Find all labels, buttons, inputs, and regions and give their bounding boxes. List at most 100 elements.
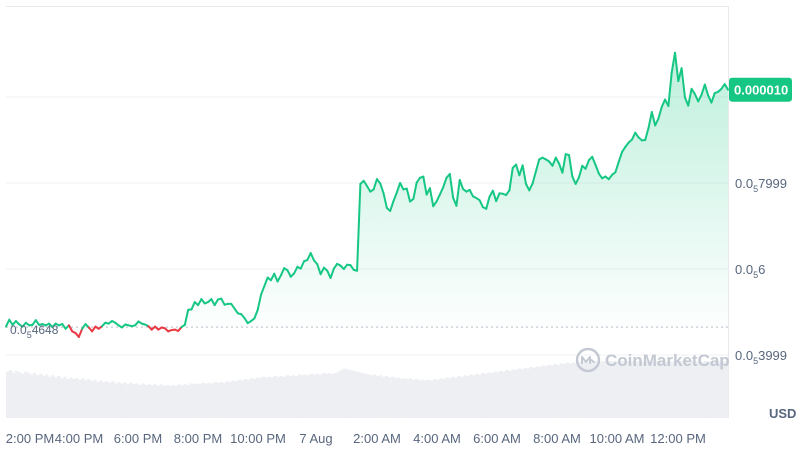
volume-bar (108, 382, 112, 418)
volume-bar (367, 374, 371, 418)
volume-bar (445, 377, 449, 418)
price-line-segment (690, 87, 696, 95)
price-line-segment (650, 111, 657, 127)
volume-bar (291, 375, 296, 418)
price-line-segment (571, 175, 577, 185)
price-line-segment (680, 67, 686, 99)
volume-bar (21, 373, 25, 418)
volume-bar (724, 361, 729, 418)
volume-bar (30, 374, 34, 418)
volume-bar (252, 379, 256, 418)
x-tick-label: 8:00 PM (174, 431, 222, 446)
price-line-segment (584, 159, 590, 170)
price-line-segment (495, 192, 501, 203)
volume-bar (493, 371, 497, 418)
volume-bar (631, 361, 636, 418)
volume-bar (123, 382, 127, 418)
volume-bar (219, 382, 223, 418)
volume-bar (303, 374, 308, 418)
volume-bar (222, 382, 226, 418)
volume-bar (237, 379, 241, 418)
volume-bar (201, 382, 205, 418)
volume-bar (640, 361, 645, 418)
price-line-segment (309, 252, 316, 262)
volume-bar (415, 379, 419, 418)
volume-bar (228, 382, 232, 418)
price-line (5, 51, 729, 338)
price-line-segment (508, 166, 514, 192)
volume-bar (162, 385, 166, 418)
volume-bar (643, 361, 648, 418)
volume-bar (6, 371, 10, 418)
volume-bar (547, 364, 551, 418)
volume-bar (351, 370, 356, 418)
volume-bar (421, 379, 425, 418)
volume-bar (403, 378, 407, 418)
price-line-segment (382, 192, 388, 209)
volume-bar (285, 375, 290, 418)
price-line-segment (77, 327, 84, 338)
volume-bar (120, 383, 124, 418)
x-tick-label: 12:00 PM (650, 431, 706, 446)
price-line-segment (551, 156, 557, 167)
volume-bar (279, 376, 284, 418)
volume-bar (439, 378, 443, 418)
price-line-segment (591, 155, 597, 166)
volume-bar (117, 382, 121, 418)
volume-bar (490, 373, 494, 418)
volume-bar (706, 361, 711, 418)
volume-bar (379, 375, 383, 418)
price-line-segment (561, 153, 567, 174)
volume-bar (658, 361, 663, 418)
price-line-segment (700, 83, 706, 96)
volume-bar (144, 385, 148, 418)
current-price-badge: 0.000010 (729, 77, 792, 102)
volume-bar (691, 361, 696, 418)
currency-label: USD (769, 406, 796, 421)
volume-bar (436, 379, 440, 418)
price-line-segment (654, 117, 660, 127)
volume-bar (342, 368, 347, 418)
volume-bar (694, 361, 699, 418)
volume-bar (261, 376, 266, 418)
volume-bar (69, 377, 73, 418)
volume-bar (183, 384, 187, 418)
price-line-segment (220, 297, 226, 306)
price-area-fill (6, 52, 728, 337)
volume-bar (460, 376, 464, 418)
volume-bar (204, 383, 208, 418)
volume-bar (541, 365, 545, 418)
price-line-segment (273, 272, 279, 283)
volume-bar (592, 361, 596, 418)
volume-bar (51, 375, 55, 418)
volume-bar (574, 363, 578, 418)
price-line-segment (256, 293, 263, 311)
volume-bar (496, 372, 500, 418)
volume-bar (153, 384, 157, 418)
price-line-segment (577, 164, 584, 179)
volume-bar (649, 361, 654, 418)
volume-bar (457, 376, 461, 418)
volume-bar (676, 361, 681, 418)
volume-bar (697, 361, 702, 418)
volume-bar (448, 378, 452, 418)
volume-bar (571, 362, 575, 418)
volume-bar (613, 361, 617, 418)
volume-bar (520, 369, 524, 418)
coinmarketcap-watermark: CoinMarketCap (575, 347, 730, 373)
price-line-segment (697, 93, 703, 103)
volume-bar (168, 385, 172, 418)
watermark-text: CoinMarketCap (605, 351, 730, 370)
volume-bar (306, 375, 311, 418)
volume-bar (511, 369, 515, 418)
price-line-segment (528, 182, 534, 192)
volume-bar (363, 373, 368, 418)
volume-bar (198, 384, 202, 418)
volume-bar (586, 362, 590, 418)
volume-bar (556, 364, 560, 418)
volume-bar (703, 361, 708, 418)
x-axis: 2:00 PM 4:00 PM 6:00 PM 8:00 PM 10:00 PM 7 Au… (6, 431, 706, 446)
volume-bar (24, 371, 28, 418)
volume-bar (469, 374, 473, 418)
volume-bar (36, 375, 40, 418)
